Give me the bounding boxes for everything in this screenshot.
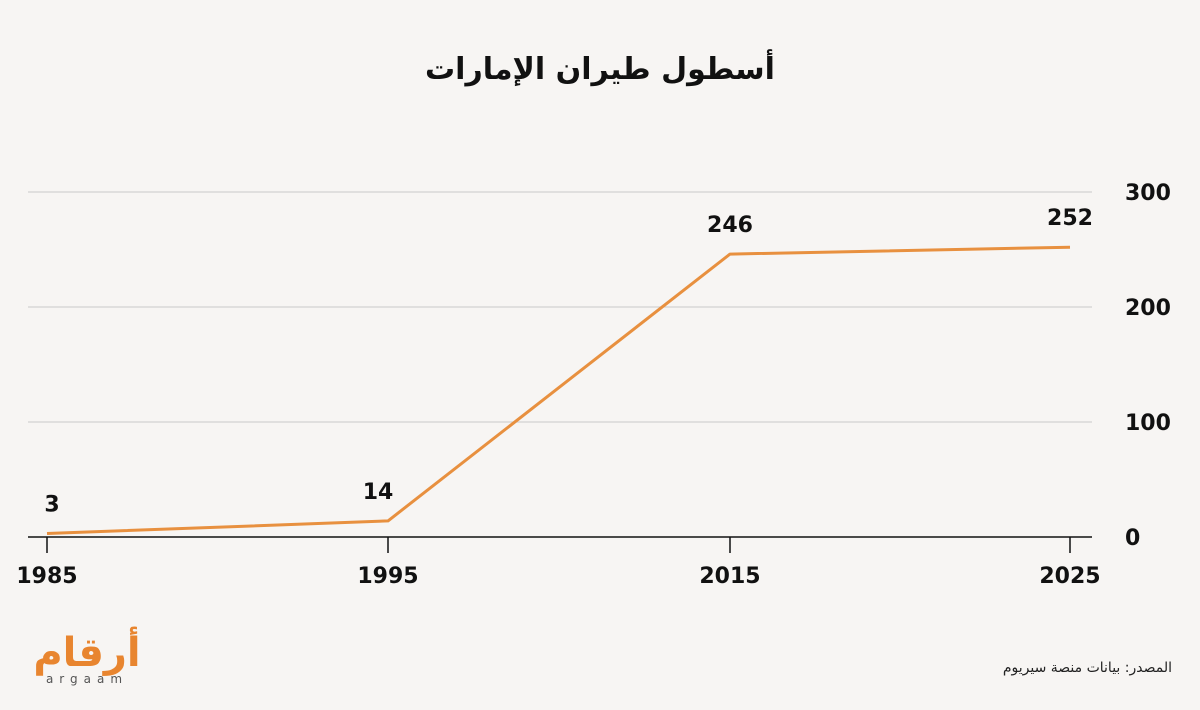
series-line (46, 245, 1071, 535)
x-tick-label-2025: 2025 (1039, 564, 1100, 589)
y-tick-label-200: 200 (1125, 296, 1171, 321)
y-tick-label-300: 300 (1125, 181, 1171, 206)
y-tick-label-0: 0 (1125, 526, 1140, 551)
data-label-1995: 14 (363, 480, 394, 505)
data-label-1985: 3 (44, 493, 59, 518)
logo-latin-text: argaam (45, 672, 129, 686)
x-tick-label-2015: 2015 (699, 564, 760, 589)
data-label-2015: 246 (707, 213, 753, 238)
x-tick-label-1995: 1995 (357, 564, 418, 589)
argaam-logo: أرقام argaam (28, 632, 146, 688)
source-note: المصدر: بيانات منصة سيريوم (1002, 660, 1172, 676)
x-tick-label-1985: 1985 (16, 564, 77, 589)
chart-title: أسطول طيران الإمارات (425, 52, 775, 87)
data-label-2025: 252 (1047, 206, 1093, 231)
logo-arabic-text: أرقام (33, 630, 141, 676)
y-tick-label-100: 100 (1125, 411, 1171, 436)
